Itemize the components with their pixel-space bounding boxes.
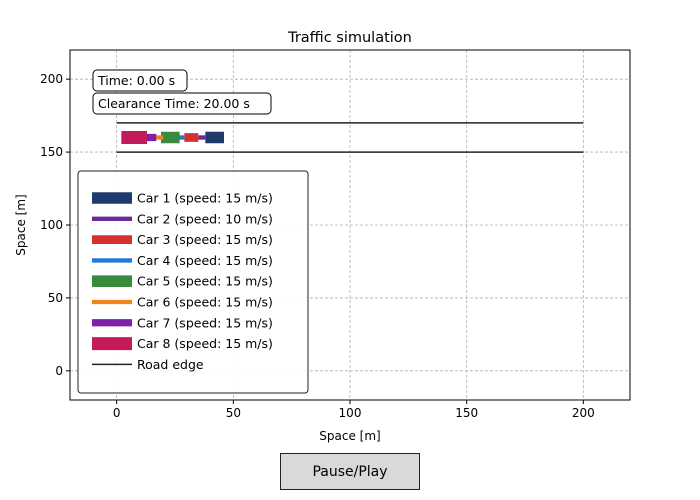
legend-label: Car 7 (speed: 15 m/s) — [137, 315, 273, 330]
legend-label: Car 2 (speed: 10 m/s) — [137, 211, 273, 226]
clearance-text: Clearance Time: 20.00 s — [98, 96, 250, 111]
y-tick-label: 150 — [40, 145, 63, 159]
clearance-box: Clearance Time: 20.00 s — [92, 92, 272, 115]
x-tick-label: 150 — [455, 406, 478, 420]
x-tick-label: 200 — [572, 406, 595, 420]
road-edges — [116, 122, 584, 153]
chart-title: Traffic simulation — [287, 30, 412, 46]
x-tick-label: 0 — [113, 406, 121, 420]
y-tick-label: 0 — [55, 364, 63, 378]
legend-label: Car 5 (speed: 15 m/s) — [137, 274, 273, 289]
legend-label: Car 6 (speed: 15 m/s) — [137, 295, 273, 310]
x-tick-label: 50 — [226, 406, 241, 420]
y-axis-label: Space [m] — [14, 194, 28, 255]
x-axis-label: Space [m] — [319, 429, 380, 443]
tick-marks — [66, 78, 584, 404]
time-box: Time: 0.00 s — [92, 69, 188, 92]
legend-label: Car 1 (speed: 15 m/s) — [137, 191, 273, 206]
y-tick-label: 200 — [40, 72, 63, 86]
y-tick-label: 100 — [40, 218, 63, 232]
legend-label: Car 3 (speed: 15 m/s) — [137, 232, 273, 247]
traffic-chart: 0 50 100 150 200 0 50 100 150 200 Traffic simulat… — [14, 30, 631, 443]
pause-play-button[interactable]: Pause/Play — [280, 453, 420, 490]
legend-label: Car 4 (speed: 15 m/s) — [137, 253, 273, 268]
legend-label: Car 8 (speed: 15 m/s) — [137, 336, 273, 351]
tick-labels: 0 50 100 150 200 0 50 100 150 200 — [40, 72, 595, 420]
time-text: Time: 0.00 s — [97, 73, 175, 88]
x-tick-label: 100 — [339, 406, 362, 420]
legend: Car 1 (speed: 15 m/s) Car 2 (speed: 10 m/… — [77, 170, 309, 394]
y-tick-label: 50 — [48, 291, 63, 305]
legend-label: Road edge — [137, 357, 204, 372]
